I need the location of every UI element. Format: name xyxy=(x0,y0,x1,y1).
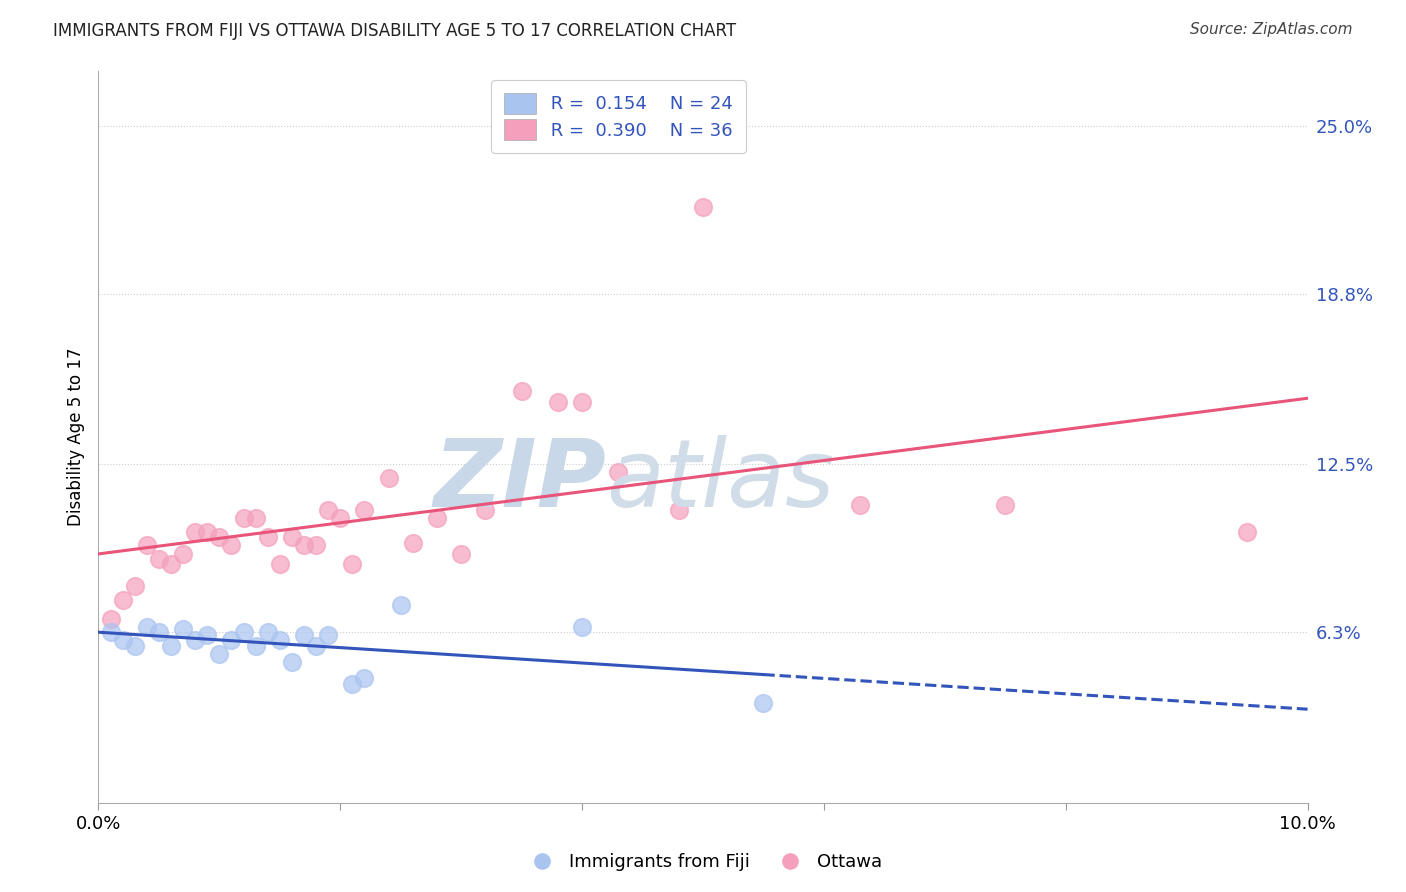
Point xyxy=(305,538,328,552)
Text: IMMIGRANTS FROM FIJI VS OTTAWA DISABILITY AGE 5 TO 17 CORRELATION CHART: IMMIGRANTS FROM FIJI VS OTTAWA DISABILIT… xyxy=(53,22,737,40)
Legend:  R =  0.154    N = 24,  R =  0.390    N = 36: R = 0.154 N = 24, R = 0.390 N = 36 xyxy=(491,80,745,153)
Point xyxy=(692,200,714,214)
Point xyxy=(135,620,157,634)
Point xyxy=(1236,524,1258,539)
Point xyxy=(571,620,593,634)
Point xyxy=(148,625,170,640)
Point xyxy=(510,384,533,398)
Point xyxy=(245,639,267,653)
Point xyxy=(100,625,122,640)
Point xyxy=(305,639,328,653)
Point xyxy=(316,628,339,642)
Point xyxy=(232,625,254,640)
Point xyxy=(547,395,569,409)
Point xyxy=(426,511,449,525)
Point xyxy=(269,558,291,572)
Legend: Immigrants from Fiji, Ottawa: Immigrants from Fiji, Ottawa xyxy=(517,847,889,879)
Point xyxy=(232,511,254,525)
Point xyxy=(668,503,690,517)
Point xyxy=(353,503,375,517)
Point xyxy=(607,465,630,479)
Point xyxy=(100,611,122,625)
Point xyxy=(256,530,278,544)
Point xyxy=(342,558,364,572)
Point xyxy=(124,639,146,653)
Point xyxy=(316,503,339,517)
Text: ZIP: ZIP xyxy=(433,435,606,527)
Point xyxy=(281,655,304,669)
Point xyxy=(195,524,218,539)
Point xyxy=(111,633,134,648)
Point xyxy=(450,547,472,561)
Point xyxy=(160,558,183,572)
Point xyxy=(172,547,194,561)
Point xyxy=(160,639,183,653)
Point xyxy=(148,552,170,566)
Point xyxy=(849,498,872,512)
Point xyxy=(208,530,231,544)
Point xyxy=(353,671,375,685)
Point xyxy=(752,696,775,710)
Point xyxy=(329,511,352,525)
Point xyxy=(195,628,218,642)
Point xyxy=(292,628,315,642)
Text: atlas: atlas xyxy=(606,435,835,526)
Point xyxy=(571,395,593,409)
Point xyxy=(342,676,364,690)
Point xyxy=(377,471,399,485)
Point xyxy=(389,598,412,612)
Point xyxy=(208,647,231,661)
Point xyxy=(474,503,496,517)
Point xyxy=(172,623,194,637)
Point xyxy=(184,524,207,539)
Point xyxy=(111,592,134,607)
Point xyxy=(184,633,207,648)
Text: Source: ZipAtlas.com: Source: ZipAtlas.com xyxy=(1189,22,1353,37)
Point xyxy=(256,625,278,640)
Point xyxy=(402,535,425,549)
Point xyxy=(994,498,1017,512)
Point xyxy=(135,538,157,552)
Point xyxy=(281,530,304,544)
Point xyxy=(245,511,267,525)
Point xyxy=(221,538,243,552)
Point xyxy=(124,579,146,593)
Point xyxy=(292,538,315,552)
Point xyxy=(269,633,291,648)
Y-axis label: Disability Age 5 to 17: Disability Age 5 to 17 xyxy=(66,348,84,526)
Point xyxy=(221,633,243,648)
